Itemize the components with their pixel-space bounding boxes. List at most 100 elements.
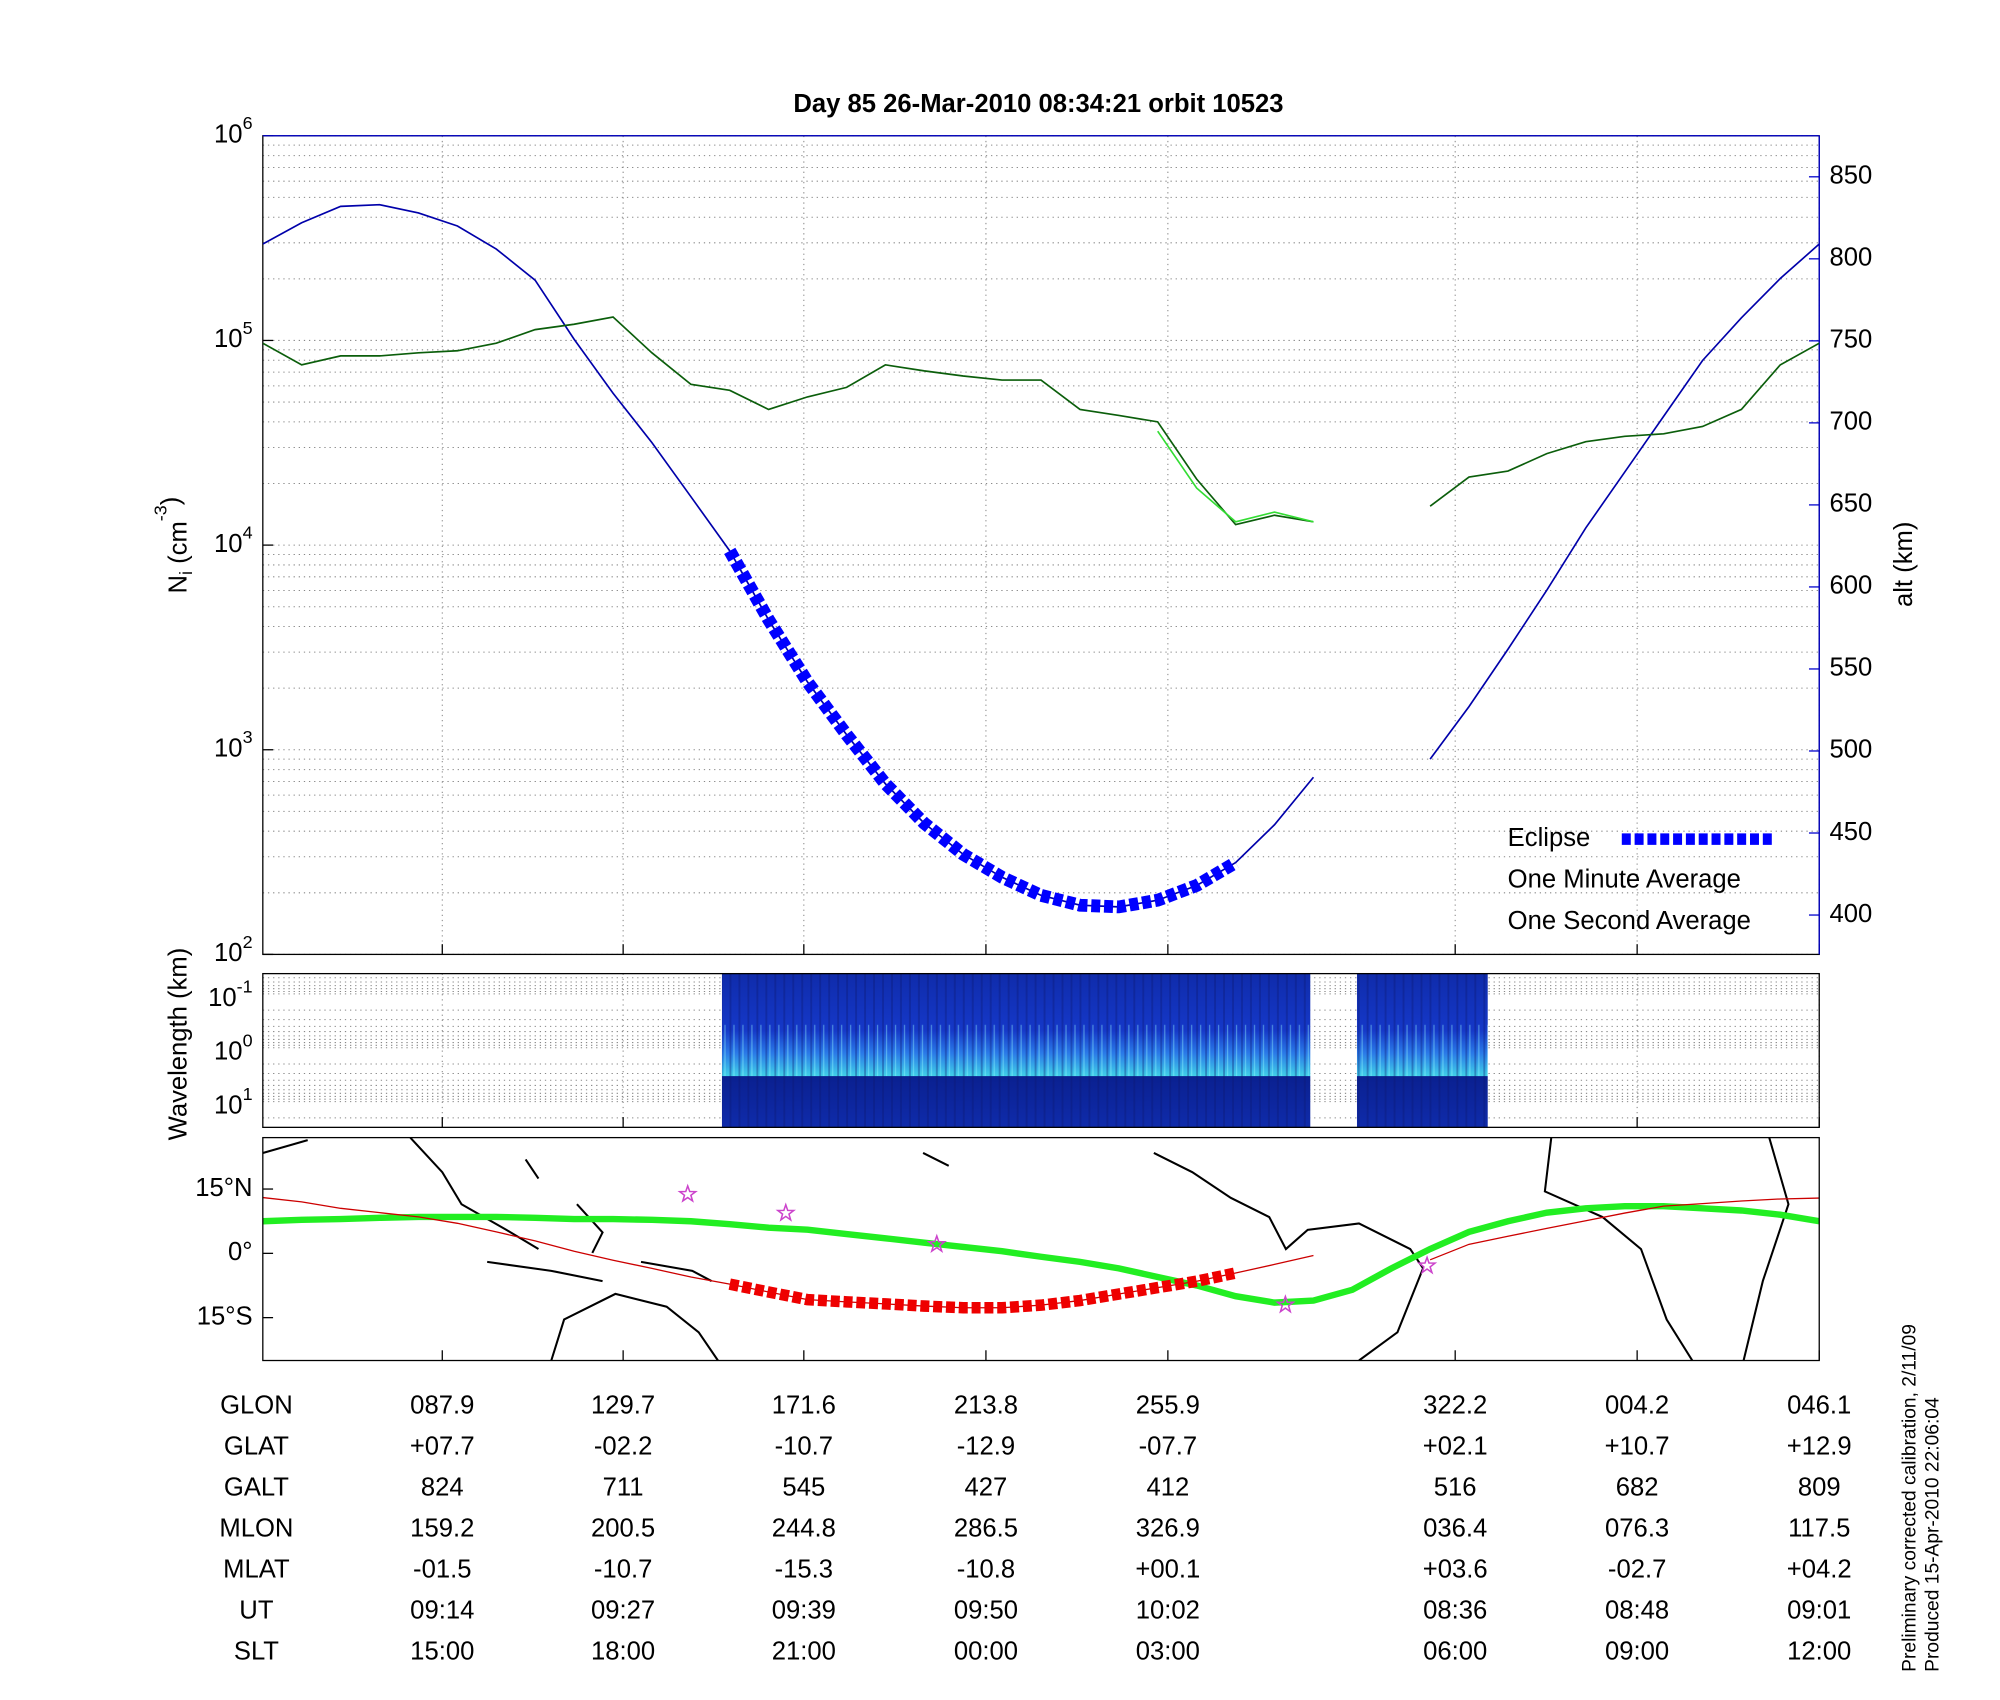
table-cell: 09:00 <box>1605 1637 1669 1665</box>
plot-frame <box>262 972 1820 1128</box>
series-layer <box>262 203 1820 914</box>
series-line <box>262 316 1820 526</box>
table-cell: 046.1 <box>1787 1391 1851 1419</box>
tick-exponent: 2 <box>243 932 253 952</box>
y-tick-label: 105 <box>214 318 253 354</box>
footnote-line: Produced 15-Apr-2010 22:06:04 <box>1922 1397 1943 1672</box>
table-cell: 824 <box>421 1473 464 1501</box>
table-cell: -10.7 <box>775 1432 833 1460</box>
tick-exponent: 1 <box>243 1084 253 1104</box>
table-cell: 21:00 <box>772 1637 836 1665</box>
table-cell: -02.2 <box>594 1432 652 1460</box>
y2-tick-label: 600 <box>1829 572 1872 600</box>
y-axis-label-part: ) <box>157 497 185 506</box>
table-cell: 255.9 <box>1136 1391 1200 1419</box>
star-marker <box>926 1233 947 1254</box>
table-cell: 711 <box>603 1473 644 1501</box>
coastlines <box>262 1137 1790 1361</box>
y-tick-label: 101 <box>214 1084 253 1120</box>
y-axis-label-part: (cm <box>164 521 192 571</box>
track-line <box>728 1267 1237 1314</box>
table-cell: +12.9 <box>1787 1432 1852 1460</box>
y-tick-label: 106 <box>214 113 253 149</box>
table-cell: 117.5 <box>1788 1514 1850 1542</box>
footnote-line: Preliminary corrected calibration, 2/11/… <box>1899 1324 1920 1672</box>
table-cell: 09:50 <box>954 1596 1018 1624</box>
star-marker <box>1416 1255 1438 1275</box>
table-row-label: GLAT <box>224 1432 289 1460</box>
series-layer <box>262 1196 1820 1314</box>
table-cell: 18:00 <box>591 1637 655 1665</box>
y2-tick-label: 800 <box>1829 244 1872 272</box>
y-axis-label: Ni (cm-3) <box>150 497 196 594</box>
tick-exponent: 4 <box>243 522 253 542</box>
y-axis-label-part: N <box>164 575 192 594</box>
y-tick-label: 0° <box>228 1238 253 1266</box>
table-cell: -07.7 <box>1139 1432 1197 1460</box>
y-tick-label: 104 <box>214 522 253 558</box>
table-cell: 076.3 <box>1605 1514 1669 1542</box>
tick-exponent: 3 <box>243 727 253 747</box>
table-row-label: GLON <box>220 1391 293 1419</box>
table-cell: 213.8 <box>954 1391 1018 1419</box>
table-cell: -01.5 <box>413 1555 471 1583</box>
y2-axis-label: alt (km) <box>1890 522 1918 607</box>
y-tick-label: 15°S <box>197 1302 253 1330</box>
table-cell: 087.9 <box>410 1391 474 1419</box>
table-cell: 08:36 <box>1423 1596 1487 1624</box>
table-cell: 200.5 <box>591 1514 655 1542</box>
footnote: Preliminary corrected calibration, 2/11/… <box>1899 1324 1943 1672</box>
spectrogram-block <box>721 973 1311 1128</box>
series-line <box>1157 430 1314 523</box>
table-row-label: SLT <box>234 1637 279 1665</box>
table-cell: 171.6 <box>772 1391 836 1419</box>
table-cell: 036.4 <box>1423 1514 1487 1542</box>
table-cell: -10.7 <box>594 1555 652 1583</box>
legend-label: One Minute Average <box>1508 866 1741 894</box>
coastline <box>262 1137 1790 1361</box>
y2-tick-label: 700 <box>1829 408 1872 436</box>
table-cell: 159.2 <box>410 1514 474 1542</box>
table-cell: +10.7 <box>1605 1432 1670 1460</box>
table-cell: 08:48 <box>1605 1596 1669 1624</box>
table-cell: 09:14 <box>410 1596 474 1624</box>
table-cell: 00:00 <box>954 1637 1018 1665</box>
y2-tick-label: 650 <box>1829 490 1872 518</box>
table-cell: +07.7 <box>410 1432 475 1460</box>
table-cell: 682 <box>1616 1473 1659 1501</box>
table-cell: 09:01 <box>1787 1596 1851 1624</box>
y-tick-label: 100 <box>214 1030 253 1066</box>
table-cell: 322.2 <box>1423 1391 1487 1419</box>
y-tick-label: 10-1 <box>208 976 253 1012</box>
y2-tick-label: 400 <box>1829 900 1872 928</box>
y2-tick-label: 550 <box>1829 654 1872 682</box>
tick-exponent: 6 <box>243 113 253 133</box>
table-cell: +02.1 <box>1423 1432 1488 1460</box>
y2-tick-label: 450 <box>1829 818 1872 846</box>
table-cell: 004.2 <box>1605 1391 1669 1419</box>
table-cell: 809 <box>1798 1473 1841 1501</box>
table-cell: 326.9 <box>1136 1514 1200 1542</box>
chart-title: Day 85 26-Mar-2010 08:34:21 orbit 10523 <box>793 90 1283 118</box>
tick-exponent: 0 <box>243 1030 253 1050</box>
table-cell: 06:00 <box>1423 1637 1487 1665</box>
table-cell: -02.7 <box>1608 1555 1666 1583</box>
tick-exponent: -1 <box>237 976 253 996</box>
table-cell: +04.2 <box>1787 1555 1852 1583</box>
star-marker <box>1275 1294 1296 1314</box>
table-cell: 545 <box>782 1473 825 1501</box>
star-marker <box>677 1183 698 1203</box>
y-tick-label: 102 <box>214 932 253 968</box>
plot-frame <box>262 1136 1820 1362</box>
table-cell: -12.9 <box>957 1432 1015 1460</box>
spectrogram-block <box>1356 973 1488 1128</box>
table-cell: -10.8 <box>957 1555 1015 1583</box>
table-cell: -15.3 <box>775 1555 833 1583</box>
table-cell: 244.8 <box>772 1514 836 1542</box>
table-row-label: UT <box>239 1596 274 1624</box>
track-line <box>262 1202 1820 1306</box>
table-cell: 09:39 <box>772 1596 836 1624</box>
table-cell: 12:00 <box>1787 1637 1851 1665</box>
table-row-label: MLON <box>219 1514 293 1542</box>
